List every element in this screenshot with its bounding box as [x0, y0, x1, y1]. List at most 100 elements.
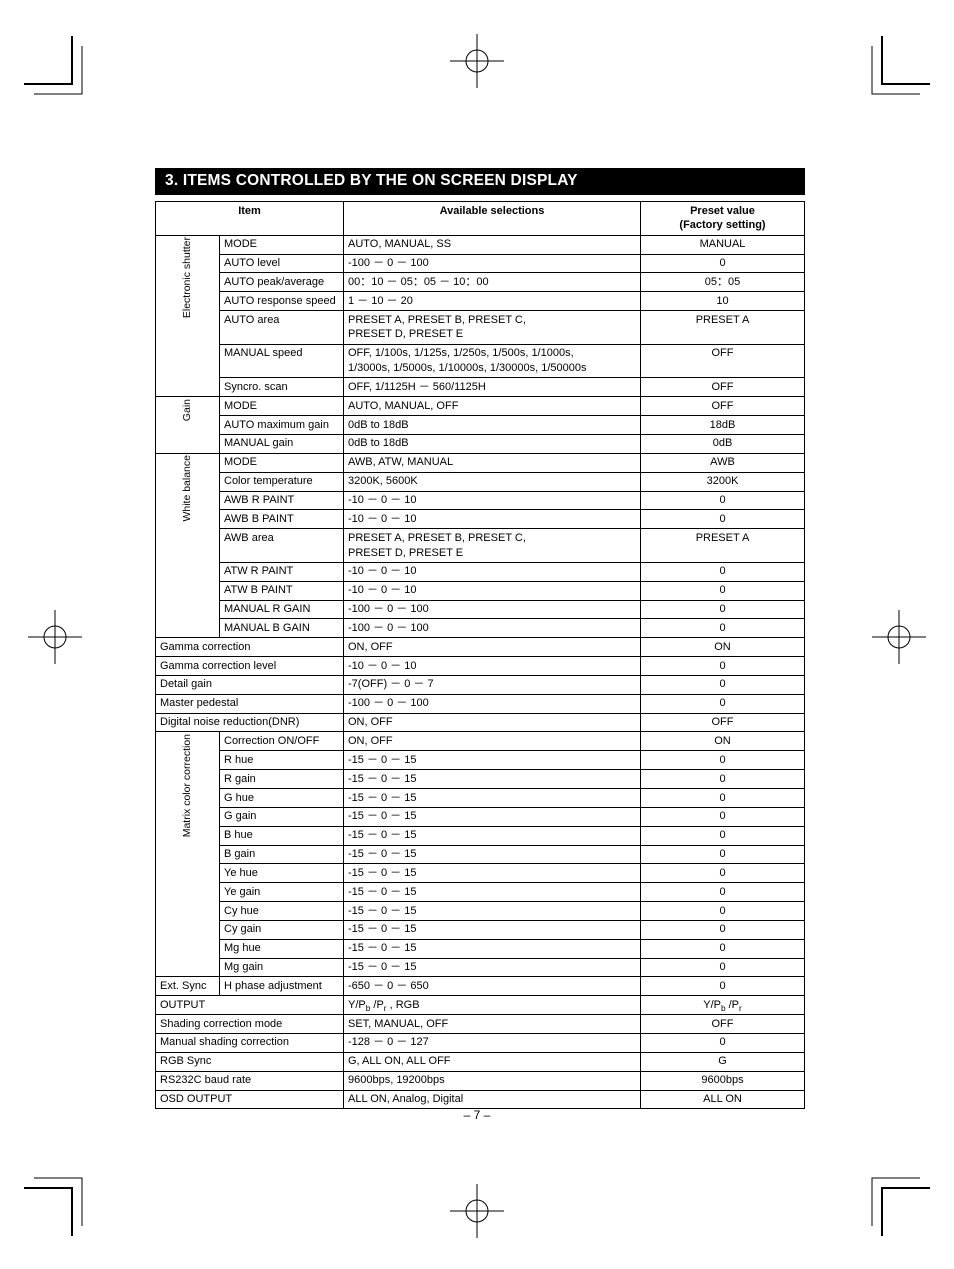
table-row: Cy gain-15 － 0 － 150: [156, 920, 805, 939]
crop-top-right: [860, 36, 930, 106]
table-row: OUTPUTY/Pb /Pr , RGBY/Pb /Pr: [156, 996, 805, 1015]
preset-cell: 0: [641, 958, 805, 977]
table-row: AUTO areaPRESET A, PRESET B, PRESET C,PR…: [156, 311, 805, 345]
available-cell: -100 － 0 － 100: [344, 619, 641, 638]
table-row: Syncro. scanOFF, 1/1125H － 560/1125HOFF: [156, 378, 805, 397]
crop-bottom-left: [24, 1166, 94, 1236]
preset-cell: 0: [641, 491, 805, 510]
item-cell: R gain: [220, 770, 344, 789]
item-cell: AUTO maximum gain: [220, 416, 344, 435]
table-row: Electronic shutterMODEAUTO, MANUAL, SSMA…: [156, 235, 805, 254]
crop-bottom-center: [450, 1184, 504, 1238]
available-cell: -100 － 0 － 100: [344, 254, 641, 273]
available-cell: -15 － 0 － 15: [344, 939, 641, 958]
preset-cell: 0: [641, 751, 805, 770]
preset-cell: MANUAL: [641, 235, 805, 254]
item-cell: ATW R PAINT: [220, 562, 344, 581]
available-cell: 9600bps, 19200bps: [344, 1071, 641, 1090]
item-cell: Gamma correction level: [156, 657, 344, 676]
available-cell: PRESET A, PRESET B, PRESET C,PRESET D, P…: [344, 529, 641, 563]
table-row: Color temperature3200K, 5600K3200K: [156, 472, 805, 491]
item-cell: Master pedestal: [156, 694, 344, 713]
preset-cell: 0: [641, 675, 805, 694]
crop-mid-left: [28, 610, 82, 664]
item-cell: AWB B PAINT: [220, 510, 344, 529]
available-cell: ON, OFF: [344, 732, 641, 751]
available-cell: -15 － 0 － 15: [344, 902, 641, 921]
preset-cell: 0: [641, 619, 805, 638]
item-cell: Detail gain: [156, 675, 344, 694]
item-cell: AWB R PAINT: [220, 491, 344, 510]
item-cell: Shading correction mode: [156, 1015, 344, 1034]
preset-cell: PRESET A: [641, 311, 805, 345]
available-cell: -128 － 0 － 127: [344, 1033, 641, 1052]
item-cell: AWB area: [220, 529, 344, 563]
available-cell: 1 － 10 － 20: [344, 292, 641, 311]
item-cell: MODE: [220, 235, 344, 254]
table-row: ATW B PAINT-10 － 0 － 100: [156, 581, 805, 600]
available-cell: 0dB to 18dB: [344, 434, 641, 453]
available-cell: ON, OFF: [344, 638, 641, 657]
available-cell: 3200K, 5600K: [344, 472, 641, 491]
table-row: G hue-15 － 0 － 150: [156, 789, 805, 808]
item-cell: Mg gain: [220, 958, 344, 977]
table-row: AUTO peak/average00：10 － 05：05 － 10：0005…: [156, 273, 805, 292]
crop-top-left: [24, 36, 94, 106]
item-cell: Correction ON/OFF: [220, 732, 344, 751]
item-cell: R hue: [220, 751, 344, 770]
item-cell: AUTO peak/average: [220, 273, 344, 292]
table-row: MANUAL R GAIN-100 － 0 － 1000: [156, 600, 805, 619]
item-cell: G gain: [220, 807, 344, 826]
preset-cell: 18dB: [641, 416, 805, 435]
available-cell: OFF, 1/100s, 1/125s, 1/250s, 1/500s, 1/1…: [344, 344, 641, 378]
available-cell: AUTO, MANUAL, SS: [344, 235, 641, 254]
available-cell: G, ALL ON, ALL OFF: [344, 1052, 641, 1071]
item-cell: RS232C baud rate: [156, 1071, 344, 1090]
table-row: Shading correction modeSET, MANUAL, OFFO…: [156, 1015, 805, 1034]
available-cell: -15 － 0 － 15: [344, 789, 641, 808]
table-row: AWB areaPRESET A, PRESET B, PRESET C,PRE…: [156, 529, 805, 563]
table-row: AUTO maximum gain0dB to 18dB18dB: [156, 416, 805, 435]
item-cell: AUTO response speed: [220, 292, 344, 311]
available-cell: Y/Pb /Pr , RGB: [344, 996, 641, 1015]
item-cell: Syncro. scan: [220, 378, 344, 397]
header-preset-text: Preset value (Factory setting): [679, 205, 765, 232]
available-cell: AUTO, MANUAL, OFF: [344, 397, 641, 416]
preset-cell: OFF: [641, 344, 805, 378]
table-row: Ext. SyncH phase adjustment-650 － 0 － 65…: [156, 977, 805, 996]
crop-mid-right: [872, 610, 926, 664]
preset-cell: 0: [641, 845, 805, 864]
preset-cell: OFF: [641, 713, 805, 732]
table-row: Matrix color correctionCorrection ON/OFF…: [156, 732, 805, 751]
table-row: Digital noise reduction(DNR)ON, OFFOFF: [156, 713, 805, 732]
preset-cell: 0: [641, 920, 805, 939]
available-cell: -10 － 0 － 10: [344, 581, 641, 600]
preset-cell: 9600bps: [641, 1071, 805, 1090]
group-label: Electronic shutter: [156, 235, 220, 397]
item-cell: OUTPUT: [156, 996, 344, 1015]
table-row: Master pedestal-100 － 0 － 1000: [156, 694, 805, 713]
table-row: G gain-15 － 0 － 150: [156, 807, 805, 826]
item-cell: MANUAL speed: [220, 344, 344, 378]
available-cell: PRESET A, PRESET B, PRESET C,PRESET D, P…: [344, 311, 641, 345]
table-row: AUTO level-100 － 0 － 1000: [156, 254, 805, 273]
available-cell: -10 － 0 － 10: [344, 562, 641, 581]
item-cell: Gamma correction: [156, 638, 344, 657]
table-row: MANUAL B GAIN-100 － 0 － 1000: [156, 619, 805, 638]
header-row: Item Available selections Preset value (…: [156, 202, 805, 236]
item-cell: Manual shading correction: [156, 1033, 344, 1052]
item-cell: Mg hue: [220, 939, 344, 958]
table-row: GainMODEAUTO, MANUAL, OFFOFF: [156, 397, 805, 416]
available-cell: -100 － 0 － 100: [344, 600, 641, 619]
preset-cell: 10: [641, 292, 805, 311]
item-cell: AUTO area: [220, 311, 344, 345]
table-row: Ye hue-15 － 0 － 150: [156, 864, 805, 883]
item-cell: Ye hue: [220, 864, 344, 883]
table-row: AWB B PAINT-10 － 0 － 100: [156, 510, 805, 529]
item-cell: Cy hue: [220, 902, 344, 921]
preset-cell: 0: [641, 789, 805, 808]
group-label: White balance: [156, 453, 220, 637]
available-cell: ON, OFF: [344, 713, 641, 732]
available-cell: -15 － 0 － 15: [344, 958, 641, 977]
preset-cell: OFF: [641, 378, 805, 397]
